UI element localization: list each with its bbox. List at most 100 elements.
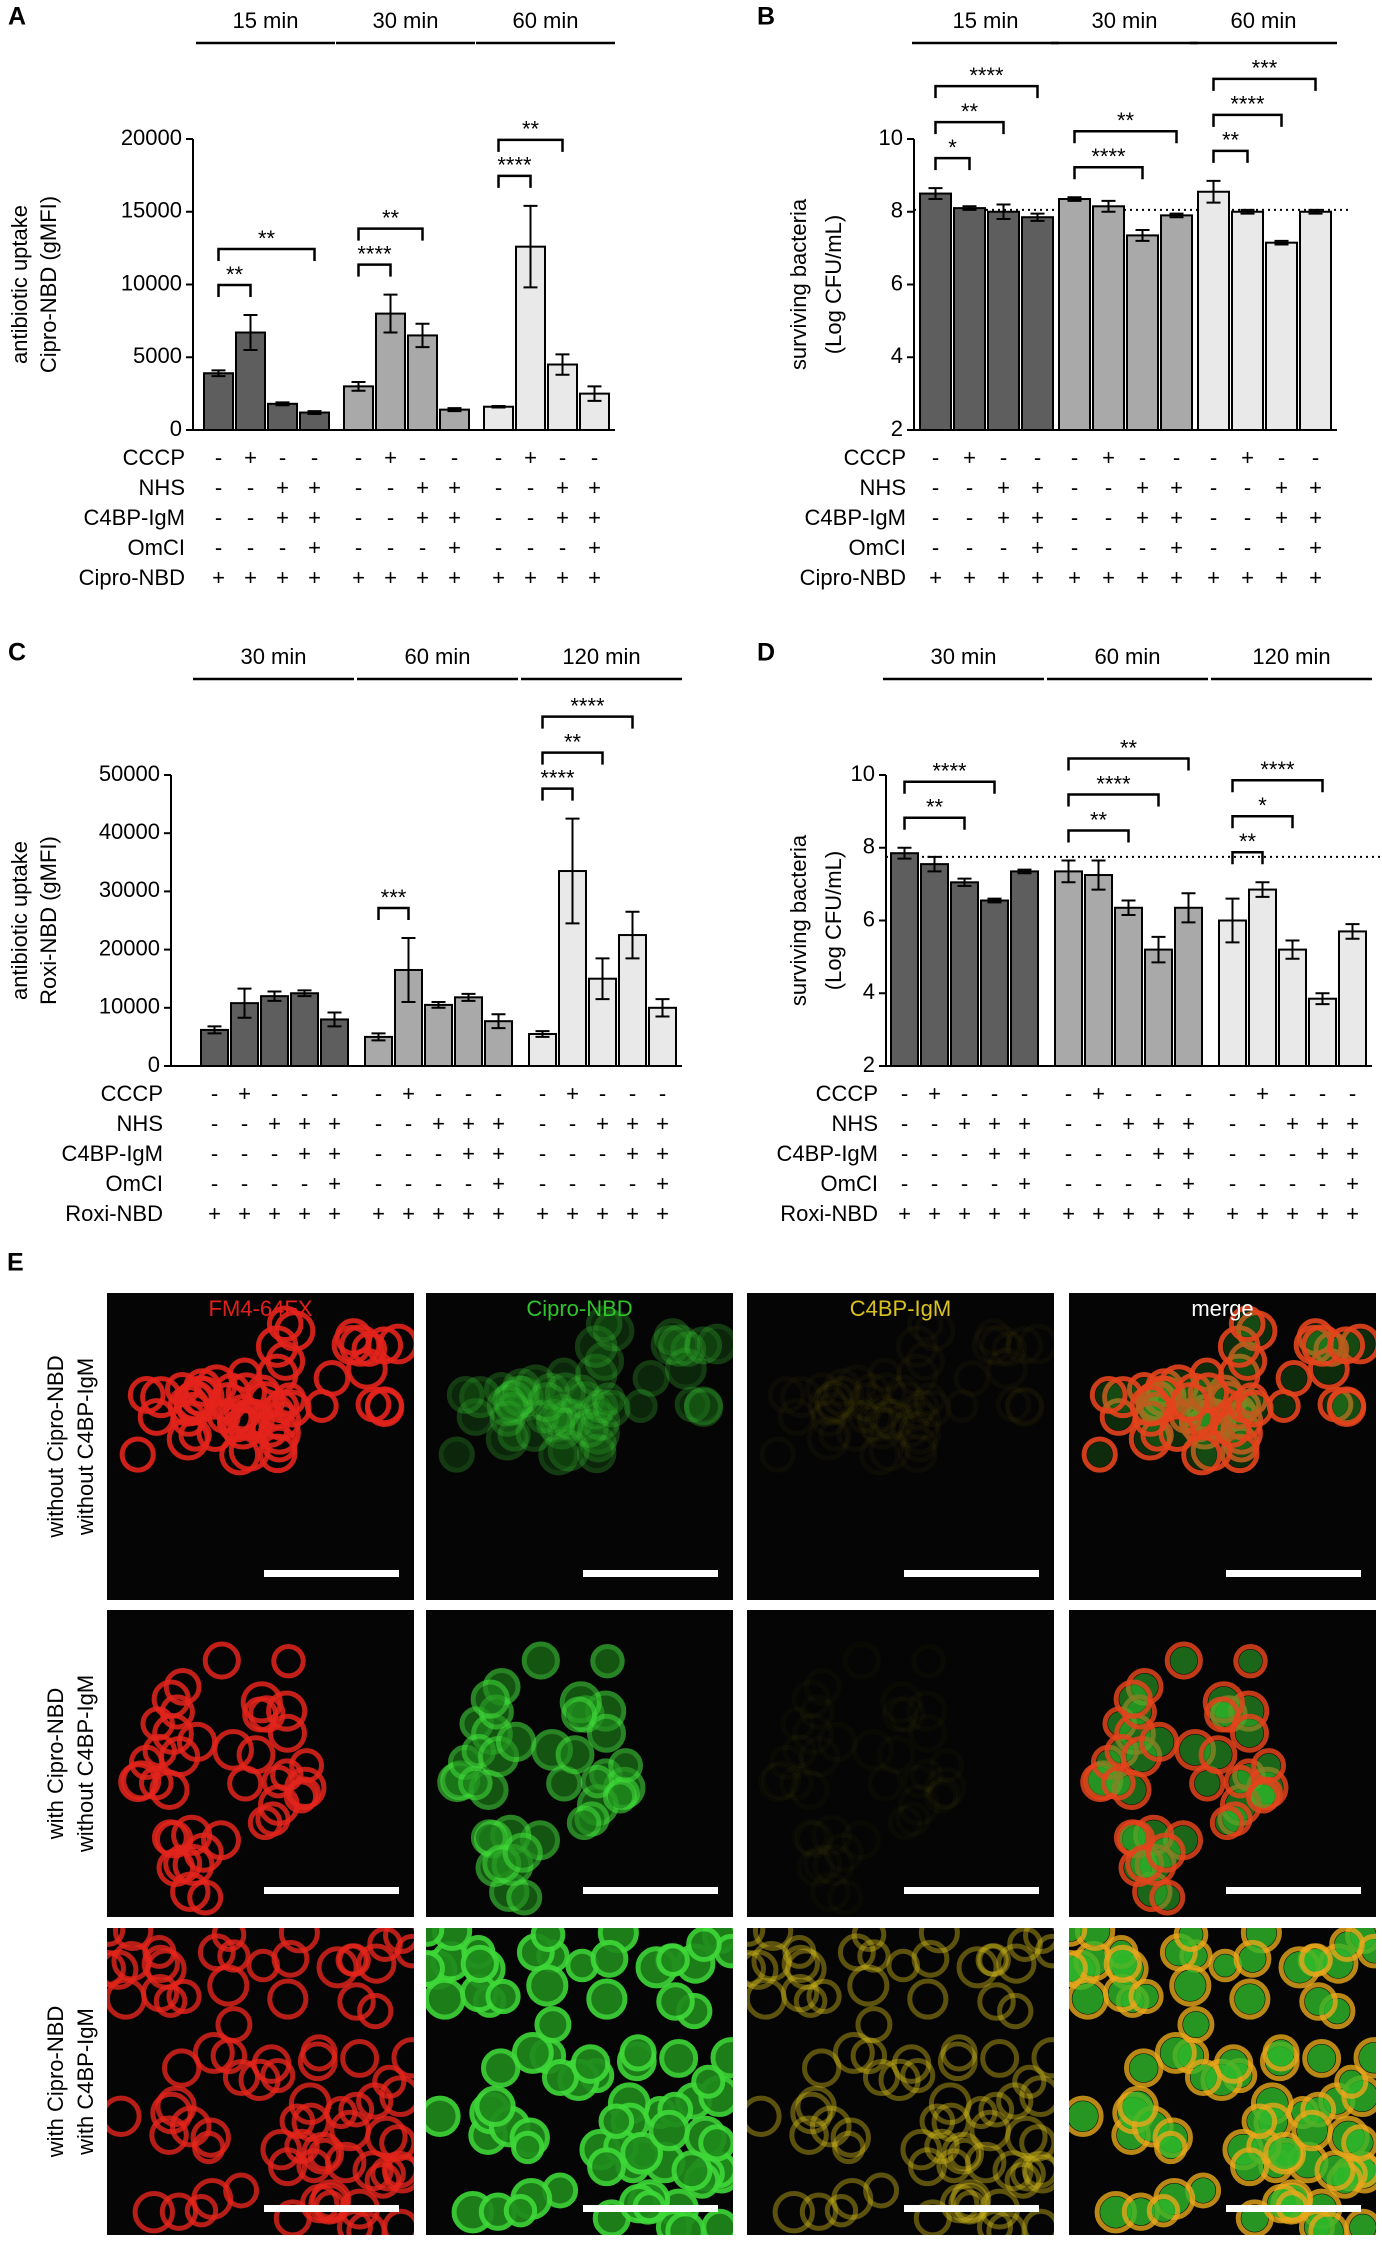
cell xyxy=(696,1323,733,1365)
cell xyxy=(1023,1928,1054,1955)
cell xyxy=(438,1436,475,1473)
cell xyxy=(937,2041,978,2082)
cell xyxy=(339,1324,382,1367)
cell xyxy=(824,2194,859,2228)
condition-label: NHS xyxy=(139,475,185,500)
condition-mark: + xyxy=(1136,565,1149,590)
cell xyxy=(316,1946,359,1989)
cell xyxy=(583,1389,619,1424)
cell xyxy=(1129,2053,1158,2083)
condition-mark: - xyxy=(375,1171,382,1196)
cell xyxy=(899,1394,935,1430)
cell xyxy=(219,1434,261,1476)
condition-mark: + xyxy=(524,445,537,470)
condition-mark: + xyxy=(626,1141,639,1166)
cell xyxy=(836,1414,874,1452)
condition-mark: - xyxy=(241,1141,248,1166)
condition-mark: - xyxy=(1000,445,1007,470)
micrograph-bg xyxy=(747,1610,1054,1917)
condition-mark: - xyxy=(387,505,394,530)
cell xyxy=(207,1382,248,1422)
cell xyxy=(819,1375,861,1417)
cell xyxy=(1332,1331,1360,1359)
cell xyxy=(1234,1311,1260,1337)
cell xyxy=(806,1978,842,2015)
condition-mark: - xyxy=(539,1081,546,1106)
y-tick-label: 2 xyxy=(863,1052,875,1077)
condition-mark: + xyxy=(1102,565,1115,590)
bar xyxy=(1197,190,1230,431)
cell xyxy=(570,2044,611,2084)
condition-mark: + xyxy=(212,565,225,590)
cell xyxy=(192,2032,235,2074)
condition-mark: + xyxy=(462,1201,475,1226)
bar xyxy=(407,334,438,431)
bar xyxy=(1160,214,1193,431)
cell xyxy=(1230,2147,1270,2187)
condition-mark: - xyxy=(375,1141,382,1166)
condition-mark: + xyxy=(524,565,537,590)
scale-bar xyxy=(1226,2205,1361,2212)
condition-mark: - xyxy=(1229,1081,1236,1106)
cell xyxy=(367,1928,403,1962)
cell xyxy=(1173,1928,1209,1952)
cell xyxy=(132,2190,175,2234)
condition-mark: + xyxy=(416,505,429,530)
cell xyxy=(793,1984,828,2018)
cell xyxy=(799,2192,839,2231)
cell xyxy=(1154,2032,1197,2074)
error-bar xyxy=(1181,892,1196,924)
condition-mark: - xyxy=(1289,1081,1296,1106)
significance-bracket xyxy=(1212,113,1283,127)
condition-mark: + xyxy=(384,445,397,470)
cell xyxy=(502,1832,543,1873)
error-bar xyxy=(1091,859,1106,891)
cell xyxy=(751,1941,792,1982)
cell xyxy=(1151,1838,1181,1868)
condition-mark: - xyxy=(1105,475,1112,500)
condition-mark: + xyxy=(448,475,461,500)
condition-mark: - xyxy=(247,535,254,560)
condition-mark: - xyxy=(1244,505,1251,530)
y-tick-label: 10000 xyxy=(121,270,182,295)
error-bar xyxy=(401,936,416,1003)
group-label: 60 min xyxy=(1094,644,1160,669)
group-label: 30 min xyxy=(240,644,306,669)
cell xyxy=(356,1943,397,1984)
condition-mark: - xyxy=(569,1111,576,1136)
condition-mark: + xyxy=(958,1111,971,1136)
condition-mark: + xyxy=(963,565,976,590)
cell xyxy=(271,1643,306,1679)
group-label: 30 min xyxy=(930,644,996,669)
cell xyxy=(1103,1944,1142,1984)
cell xyxy=(623,1389,658,1423)
cell xyxy=(653,1318,692,1356)
significance-label: ** xyxy=(961,99,979,124)
cell xyxy=(535,1398,573,1436)
condition-label: Roxi-NBD xyxy=(65,1201,163,1226)
cell xyxy=(868,1429,911,1472)
condition-mark: - xyxy=(901,1171,908,1196)
cell xyxy=(948,2182,991,2225)
cell xyxy=(506,1879,543,1916)
condition-mark: + xyxy=(1275,505,1288,530)
bar xyxy=(424,1003,453,1068)
cell xyxy=(240,1681,283,1724)
cell xyxy=(190,2117,231,2158)
condition-mark: - xyxy=(375,1111,382,1136)
condition-mark: - xyxy=(375,1081,382,1106)
cell xyxy=(747,1949,779,1990)
cell xyxy=(1299,1943,1333,1977)
cell xyxy=(853,1372,891,1410)
condition-mark: - xyxy=(405,1141,412,1166)
cell xyxy=(1313,2216,1344,2235)
cell xyxy=(886,1381,926,1420)
condition-mark: + xyxy=(1031,565,1044,590)
cell xyxy=(1314,2150,1356,2192)
cell xyxy=(752,1928,794,1952)
error-bar xyxy=(1135,228,1150,242)
cell xyxy=(856,1398,894,1436)
condition-mark: + xyxy=(1309,475,1322,500)
condition-mark: - xyxy=(961,1141,968,1166)
condition-mark: - xyxy=(405,1171,412,1196)
